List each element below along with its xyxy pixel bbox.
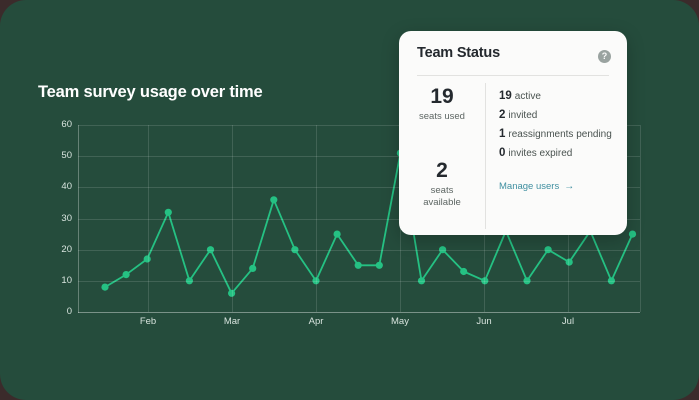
breakdown-row: 2 invited xyxy=(499,106,627,125)
data-point[interactable] xyxy=(291,246,299,254)
gridline-horizontal xyxy=(78,125,640,126)
breakdown-list: 19 active 2 invited 1 reassignments pending 0 i… xyxy=(499,87,627,163)
breakdown-label: reassignments pending xyxy=(508,129,612,140)
seats-summary-column: 19 seats used 2 seats available xyxy=(399,77,485,235)
breakdown-count: 1 xyxy=(499,128,506,140)
gridline-vertical xyxy=(148,125,149,312)
gridline-horizontal xyxy=(78,156,640,158)
data-point[interactable] xyxy=(312,277,320,285)
breakdown-count: 19 xyxy=(499,90,512,102)
gridline-horizontal xyxy=(78,249,640,251)
card-divider xyxy=(417,75,609,76)
breakdown-label: invites expired xyxy=(508,148,573,159)
data-point[interactable] xyxy=(481,277,489,285)
gridline-vertical xyxy=(232,125,233,312)
seats-used-value: 19 xyxy=(430,85,454,108)
data-point[interactable] xyxy=(523,277,531,285)
breakdown-row: 1 reassignments pending xyxy=(499,125,627,144)
x-axis-tick-label: Feb xyxy=(139,316,157,327)
x-axis-tick-label: Jun xyxy=(476,316,492,327)
x-axis-tick-label: May xyxy=(391,316,409,327)
gridline-horizontal xyxy=(78,280,640,282)
breakdown-count: 0 xyxy=(499,147,506,159)
breakdown-column: 19 active 2 invited 1 reassignments pending 0 i… xyxy=(485,77,627,235)
y-axis-line xyxy=(78,125,79,313)
seats-used-label: seats used xyxy=(419,111,465,122)
data-point[interactable] xyxy=(122,271,130,279)
card-header: Team Status ? xyxy=(399,31,627,75)
data-point[interactable] xyxy=(333,230,341,238)
seats-available-label-line2: available xyxy=(423,197,461,208)
page-title: Team survey usage over time xyxy=(38,83,263,101)
gridline-vertical xyxy=(316,125,317,312)
help-circle-icon[interactable]: ? xyxy=(598,50,611,63)
x-axis-line xyxy=(78,312,640,313)
card-body: 19 seats used 2 seats available 19 active… xyxy=(399,77,627,235)
data-point[interactable] xyxy=(185,277,193,285)
data-point[interactable] xyxy=(270,196,278,204)
data-point[interactable] xyxy=(143,255,151,263)
breakdown-label: active xyxy=(514,91,541,102)
data-point[interactable] xyxy=(375,261,383,269)
x-axis-tick-label: Jul xyxy=(561,316,575,327)
breakdown-row: 19 active xyxy=(499,87,627,106)
seats-used-stat: 19 seats used xyxy=(399,85,485,123)
data-point[interactable] xyxy=(354,261,362,269)
data-point[interactable] xyxy=(164,208,172,216)
data-point[interactable] xyxy=(206,246,215,254)
y-axis-tick-label: 0 xyxy=(66,306,72,317)
x-axis-tick-label: Apr xyxy=(308,316,324,327)
gridline-vertical xyxy=(640,125,641,312)
seats-available-label-line1: seats xyxy=(430,185,454,196)
data-point[interactable] xyxy=(228,289,236,297)
gridline-horizontal xyxy=(78,187,640,189)
data-point[interactable] xyxy=(460,267,468,276)
y-axis-tick-label: 20 xyxy=(61,243,72,255)
data-point[interactable] xyxy=(628,230,637,238)
gridline-horizontal xyxy=(78,312,640,313)
x-axis-tick-label: Mar xyxy=(223,316,241,327)
seats-available-value: 2 xyxy=(436,159,448,182)
gridline-horizontal xyxy=(78,218,640,220)
card-title: Team Status xyxy=(417,45,500,61)
seats-available-stat: 2 seats available xyxy=(399,159,485,209)
data-point[interactable] xyxy=(417,277,426,285)
y-axis-tick-label: 30 xyxy=(61,212,72,224)
data-point[interactable] xyxy=(607,277,616,285)
manage-users-label: Manage users xyxy=(499,181,560,192)
y-axis-tick-label: 60 xyxy=(61,119,72,130)
breakdown-label: invited xyxy=(508,110,538,121)
y-axis-tick-label: 10 xyxy=(61,274,72,286)
column-divider xyxy=(485,83,486,229)
arrow-right-icon: → xyxy=(564,181,575,192)
x-axis-ticks: Feb Mar Apr May Jun Jul xyxy=(78,316,640,330)
series-line xyxy=(104,152,634,295)
manage-users-link[interactable]: Manage users → xyxy=(499,181,574,192)
data-point[interactable] xyxy=(544,246,552,254)
y-axis-tick-label: 40 xyxy=(61,181,72,193)
data-point[interactable] xyxy=(101,283,109,291)
data-point[interactable] xyxy=(249,264,257,272)
team-status-card: Team Status ? 19 seats used 2 seats avai… xyxy=(399,31,627,235)
y-axis-ticks: 0 10 20 30 40 50 60 xyxy=(40,120,72,317)
y-axis-tick-label: 50 xyxy=(61,150,72,162)
data-point[interactable] xyxy=(439,246,447,254)
breakdown-count: 2 xyxy=(499,109,506,121)
data-point[interactable] xyxy=(565,258,573,266)
breakdown-row: 0 invites expired xyxy=(499,144,627,163)
